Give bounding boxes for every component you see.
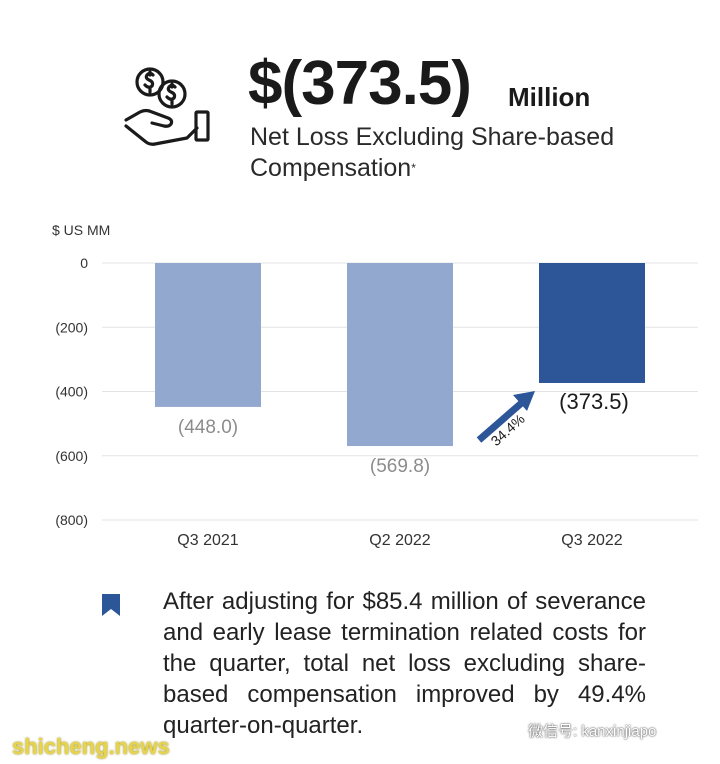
watermark-wechat-text: 微信号: kanxinjiapo (528, 723, 657, 740)
bookmark-icon (102, 594, 120, 616)
data-label: (569.8) (370, 456, 430, 477)
headline-value: $(373.5) (248, 49, 472, 118)
headline-subtitle: Net Loss Excluding Share-based Compensat… (250, 122, 670, 184)
x-tick-label: Q2 2022 (369, 532, 430, 549)
footnote-mark: * (411, 161, 416, 175)
bar (539, 263, 645, 383)
watermark-site: shicheng.news (12, 734, 170, 759)
data-label: (448.0) (178, 417, 238, 438)
note-text: After adjusting for $85.4 million of sev… (163, 588, 646, 739)
net-loss-bar-chart: $ US MM 0 (200) (400) (600) (800) (448.0) (56… (52, 222, 698, 549)
watermark-wechat: 微信号: kanxinjiapo (506, 720, 656, 741)
y-unit-label: $ US MM (52, 222, 110, 238)
money-hand-icon (124, 67, 210, 146)
y-tick-label: (800) (55, 512, 88, 528)
improvement-arrow-shaft (476, 397, 528, 443)
y-tick-label: (400) (55, 384, 88, 400)
y-tick-label: (200) (55, 319, 88, 335)
improvement-arrow-head (513, 390, 535, 411)
bar (347, 263, 453, 447)
y-tick-label: 0 (80, 255, 88, 271)
wechat-icon (506, 725, 524, 738)
subtitle-text: Net Loss Excluding Share-based Compensat… (250, 123, 615, 182)
bar (155, 263, 261, 407)
header: $(373.5) Million Net Loss Excluding Shar… (0, 0, 720, 200)
y-tick-label: (600) (55, 448, 88, 464)
x-tick-label: Q3 2022 (561, 532, 622, 549)
data-label: (373.5) (559, 389, 629, 414)
x-tick-label: Q3 2021 (177, 532, 238, 549)
headline-unit: Million (508, 82, 591, 112)
